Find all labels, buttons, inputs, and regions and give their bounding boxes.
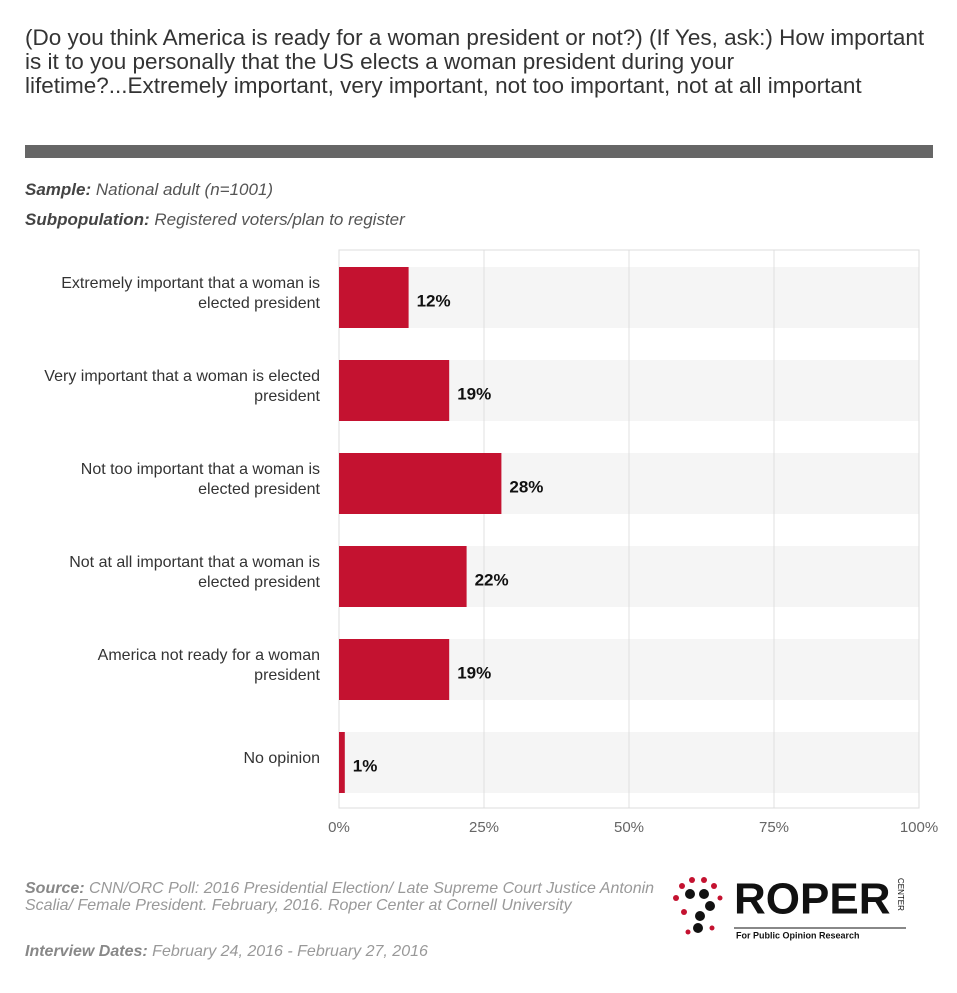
x-tick-label: 25% <box>469 819 499 836</box>
logo: ROPER CENTER For Public Opinion Research <box>673 875 906 940</box>
interview-dates: Interview Dates: February 24, 2016 - Feb… <box>25 943 665 960</box>
bar <box>339 639 450 700</box>
category-label: America not ready for a woman president <box>97 647 320 684</box>
category-label: Not at all important that a woman is ele… <box>69 554 320 591</box>
sample: Sample: National adult (n=1001) <box>25 180 273 200</box>
subpopulation-text: Registered voters/plan to register <box>154 210 405 229</box>
x-tick-label: 50% <box>614 819 644 836</box>
dates-label: Interview Dates: <box>25 943 148 960</box>
logo-tagline: For Public Opinion Research <box>736 930 860 940</box>
x-tick-label: 100% <box>900 819 938 836</box>
dates-text: February 24, 2016 - February 27, 2016 <box>152 943 428 960</box>
bar <box>339 732 345 793</box>
value-label: 19% <box>457 663 491 682</box>
divider <box>25 145 933 158</box>
logo-name: ROPER <box>734 875 890 924</box>
title: (Do you think America is ready for a wom… <box>25 25 925 98</box>
bar <box>339 453 502 514</box>
category-label: Not too important that a woman is electe… <box>80 461 320 498</box>
value-label: 28% <box>509 477 543 496</box>
logo-side: CENTER <box>896 878 905 911</box>
logo-mark <box>673 877 723 935</box>
category-label: Extremely important that a woman is elec… <box>61 275 320 312</box>
source: Source: CNN/ORC Poll: 2016 Presidential … <box>25 880 665 914</box>
sample-label: Sample: <box>25 180 92 199</box>
x-tick-label: 0% <box>328 819 350 836</box>
source-label: Source: <box>25 880 85 897</box>
bar <box>339 267 409 328</box>
value-label: 1% <box>353 756 378 775</box>
subpopulation-label: Subpopulation: <box>25 210 150 229</box>
plot-border <box>338 249 920 809</box>
value-label: 12% <box>417 291 451 310</box>
bar <box>339 546 467 607</box>
category-label: No opinion <box>243 750 321 767</box>
x-tick-label: 75% <box>759 819 789 836</box>
category-label: Very important that a woman is elected p… <box>44 368 320 405</box>
chart: 0% 25% 50% 75% 100% 12% 19% 28% 22% 19% 1% <box>328 249 938 836</box>
value-label: 22% <box>475 570 509 589</box>
sample-text: National adult (n=1001) <box>95 180 274 199</box>
value-label: 19% <box>457 384 491 403</box>
subpopulation: Subpopulation: Registered voters/plan to… <box>25 210 405 230</box>
source-text: CNN/ORC Poll: 2016 Presidential Election… <box>25 880 655 914</box>
bar <box>339 360 450 421</box>
